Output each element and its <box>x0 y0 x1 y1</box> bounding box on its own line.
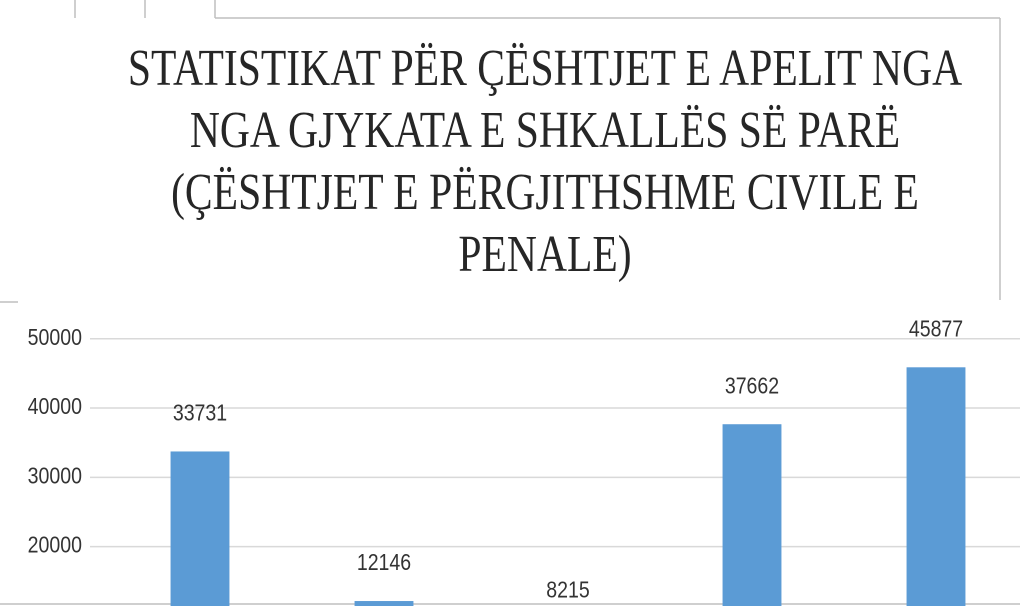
title-line: STATISTIKAT PËR ÇËSHTJET E APELIT NGA <box>128 40 962 97</box>
data-label: 37662 <box>725 373 779 399</box>
data-label: 45877 <box>909 316 963 342</box>
chart-title: STATISTIKAT PËR ÇËSHTJET E APELIT NGANGA… <box>128 40 962 283</box>
title-text: NGA GJYKATA E SHKALLËS SË PARË <box>190 102 900 159</box>
bar <box>170 451 230 606</box>
bar <box>722 424 782 606</box>
bar <box>354 601 414 606</box>
title-line: PENALE) <box>458 226 631 283</box>
data-label: 8215 <box>546 577 589 603</box>
y-tick-label: 30000 <box>28 463 82 489</box>
data-label: 12146 <box>357 550 411 576</box>
y-tick-label: 20000 <box>28 532 82 558</box>
title-text: PENALE) <box>458 226 631 283</box>
title-line: (ÇËSHTJET E PËRGJITHSHME CIVILE E <box>171 164 919 221</box>
y-tick-label: 50000 <box>28 324 82 350</box>
title-text: STATISTIKAT PËR ÇËSHTJET E APELIT NGA <box>128 40 962 97</box>
title-line: NGA GJYKATA E SHKALLËS SË PARË <box>190 102 900 159</box>
data-label: 33731 <box>173 400 227 426</box>
title-text: (ÇËSHTJET E PËRGJITHSHME CIVILE E <box>171 164 919 221</box>
bar <box>906 367 966 606</box>
y-tick-label: 40000 <box>28 394 82 420</box>
